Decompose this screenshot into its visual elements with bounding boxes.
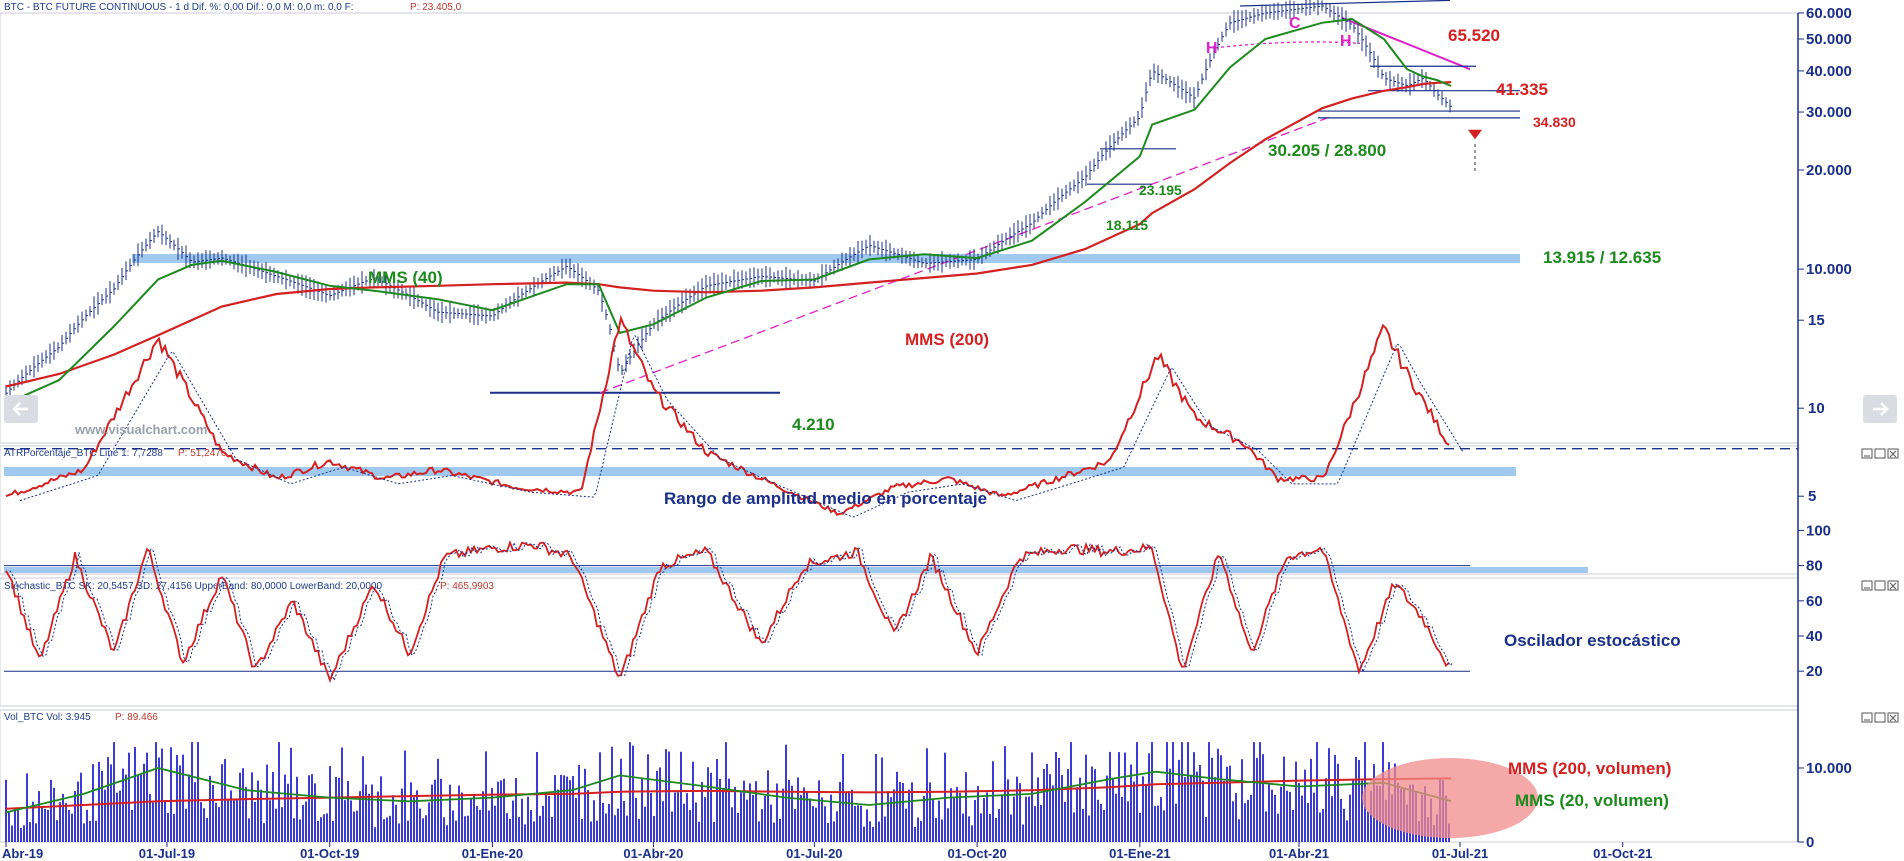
arrow-left-icon xyxy=(12,402,28,416)
support-band xyxy=(132,254,1520,263)
price-panel-header: BTC - BTC FUTURE CONTINUOUS - 1 d Dif. %… xyxy=(4,2,354,13)
price-y-tick-label: 30.000 xyxy=(1806,104,1852,121)
stochastic-panel-header-price: P: 465,9903 xyxy=(440,581,494,592)
atr-panel-header: ATRPorcentaje_BTC Line 1: 7,7288 xyxy=(4,448,163,459)
volume-sma20-label: MMS (20, volumen) xyxy=(1515,791,1669,810)
volume-highlight xyxy=(1362,758,1538,838)
scroll-left-button[interactable] xyxy=(4,395,38,423)
atr-y-tick-label: 10 xyxy=(1808,400,1825,417)
sma200-line xyxy=(5,81,1452,388)
stochastic-annotation: Oscilador estocástico xyxy=(1504,631,1681,650)
head-label: C xyxy=(1289,15,1301,32)
sma40-line xyxy=(5,17,1452,405)
level-high-label: 65.520 xyxy=(1448,26,1500,45)
price-panel xyxy=(0,12,1799,444)
stochastic-y-tick-label: 60 xyxy=(1806,593,1823,610)
level-2-label: 34.830 xyxy=(1533,114,1576,130)
atr-y-tick-label: 15 xyxy=(1808,312,1825,329)
atr-y-tick-label: 5 xyxy=(1808,488,1816,505)
right-shoulder-label: H xyxy=(1340,33,1352,50)
volume-sma200-label: MMS (200, volumen) xyxy=(1508,759,1671,778)
x-tick-label: 01-Jul-20 xyxy=(786,846,842,861)
level-1-label: 41.335 xyxy=(1496,80,1548,99)
x-tick-label: 01-Ene-21 xyxy=(1109,846,1170,861)
level-5-label: 18.115 xyxy=(1106,217,1148,233)
price-panel-header-price: P: 23.405,0 xyxy=(410,2,462,13)
support-trend-line xyxy=(599,116,1331,394)
volume-y-tick-label: 10.000 xyxy=(1806,760,1852,777)
volume-panel-header: Vol_BTC Vol: 3.945 xyxy=(4,712,91,723)
price-y-tick-label: 40.000 xyxy=(1806,63,1852,80)
atr-panel xyxy=(0,445,1799,575)
atr-line xyxy=(5,314,1450,516)
stochastic-y-tick-label: 40 xyxy=(1806,628,1823,645)
atr-window-buttons[interactable] xyxy=(1861,448,1899,459)
volume-sma20-line xyxy=(5,767,1452,814)
atr-panel-header-price: P: 51,2476 xyxy=(178,448,227,459)
level-4-label: 23.195 xyxy=(1139,182,1182,198)
x-tick-label: 01-Abr-20 xyxy=(623,846,683,861)
stochastic-sk-line xyxy=(5,539,1450,684)
x-tick-label: 01-Ene-20 xyxy=(462,846,523,861)
atr-lower-band xyxy=(4,567,1588,573)
sma200-label: MMS (200) xyxy=(905,330,989,349)
price-y-tick-label: 10.000 xyxy=(1806,261,1852,278)
stochastic-y-tick-label: 80 xyxy=(1806,558,1823,575)
x-tick-label: 01-Abr-21 xyxy=(1269,846,1329,861)
x-tick-label: 01-Oct-20 xyxy=(947,846,1006,861)
level-3-label: 30.205 / 28.800 xyxy=(1268,141,1386,160)
left-shoulder-label: H xyxy=(1206,40,1218,57)
stochastic-y-tick-label: 100 xyxy=(1806,522,1831,539)
x-tick-label: 01-Jul-19 xyxy=(139,846,195,861)
sma40-label: MMS (40) xyxy=(368,268,443,287)
atr-annotation: Rango de amplitud medio en porcentaje xyxy=(664,489,987,508)
volume-y-tick-label: 0 xyxy=(1806,834,1814,851)
price-y-tick-label: 20.000 xyxy=(1806,162,1852,179)
watermark: www.visualchart.com xyxy=(74,422,207,437)
price-y-tick-label: 60.000 xyxy=(1806,5,1852,22)
stochastic-sd-line xyxy=(9,541,1454,682)
volume-panel-header-price: P: 89.466 xyxy=(115,712,158,723)
x-tick-label: 01-Jul-21 xyxy=(1432,846,1488,861)
x-tick-label: 01-Oct-21 xyxy=(1593,846,1652,861)
arrow-right-icon xyxy=(1873,402,1889,416)
atr-upper-band xyxy=(4,467,1516,476)
price-y-tick-label: 50.000 xyxy=(1806,31,1852,48)
down-arrow-icon xyxy=(1468,129,1482,140)
stochastic-panel-header: Stochastic_BTC SK: 20,5457 SD: 27,4156 U… xyxy=(4,581,382,592)
neckline xyxy=(1214,41,1361,49)
x-tick-label: 01-Oct-19 xyxy=(300,846,359,861)
stochastic-window-buttons[interactable] xyxy=(1861,580,1899,591)
stochastic-panel xyxy=(0,577,1799,707)
scroll-right-button[interactable] xyxy=(1863,395,1897,423)
volume-window-buttons[interactable] xyxy=(1861,712,1899,723)
low-label: 4.210 xyxy=(792,415,835,434)
level-high-line xyxy=(1239,0,1451,7)
stochastic-y-tick-label: 20 xyxy=(1806,663,1823,680)
support-band-label: 13.915 / 12.635 xyxy=(1543,248,1661,267)
x-tick-label: Abr-19 xyxy=(2,846,43,861)
